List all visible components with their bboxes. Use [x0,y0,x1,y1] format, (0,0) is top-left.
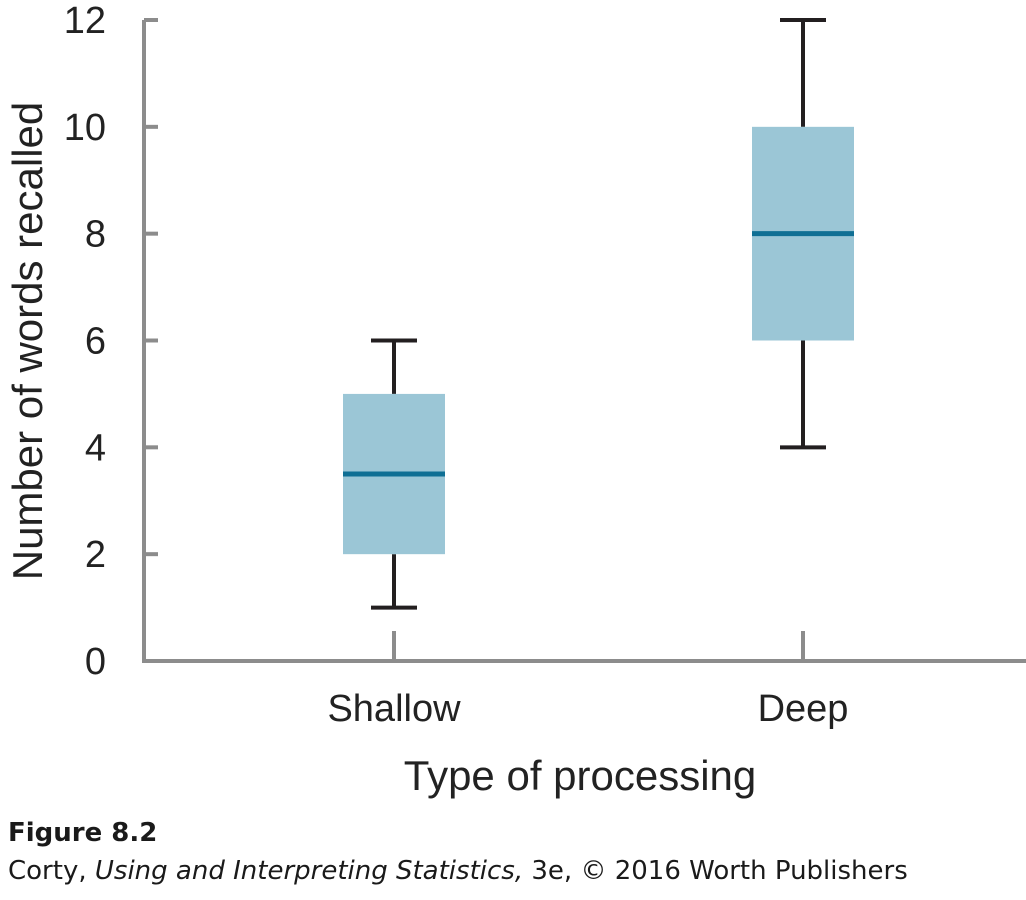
credit-author: Corty, [8,856,95,886]
box-plot: 0 2 4 6 8 10 12 Shallow Deep Type of processing… [4,0,1026,799]
x-category-label: Deep [758,688,849,730]
y-tick-label: 12 [64,0,106,42]
y-tick-label: 6 [85,321,106,363]
y-tick-label: 10 [64,107,106,149]
x-axis-title: Type of processing [404,752,757,799]
axes [142,20,1026,663]
y-tick-label: 2 [85,534,106,576]
figure-credit: Corty, Using and Interpreting Statistics… [8,856,908,886]
box-deep [752,18,854,661]
y-axis-title: Number of words recalled [4,102,51,581]
y-tick-label: 8 [85,214,106,256]
credit-book-title: Using and Interpreting Statistics, [94,856,524,886]
x-category-label: Shallow [327,688,461,730]
category-labels: Shallow Deep [327,688,848,730]
figure-label: Figure 8.2 [8,818,158,848]
box-shallow [343,338,445,661]
y-ticks: 0 2 4 6 8 10 12 [64,0,158,683]
y-tick-label: 0 [85,641,106,683]
boxes [343,18,854,661]
credit-rest: 3e, © 2016 Worth Publishers [523,856,908,886]
y-tick-label: 4 [85,427,106,469]
